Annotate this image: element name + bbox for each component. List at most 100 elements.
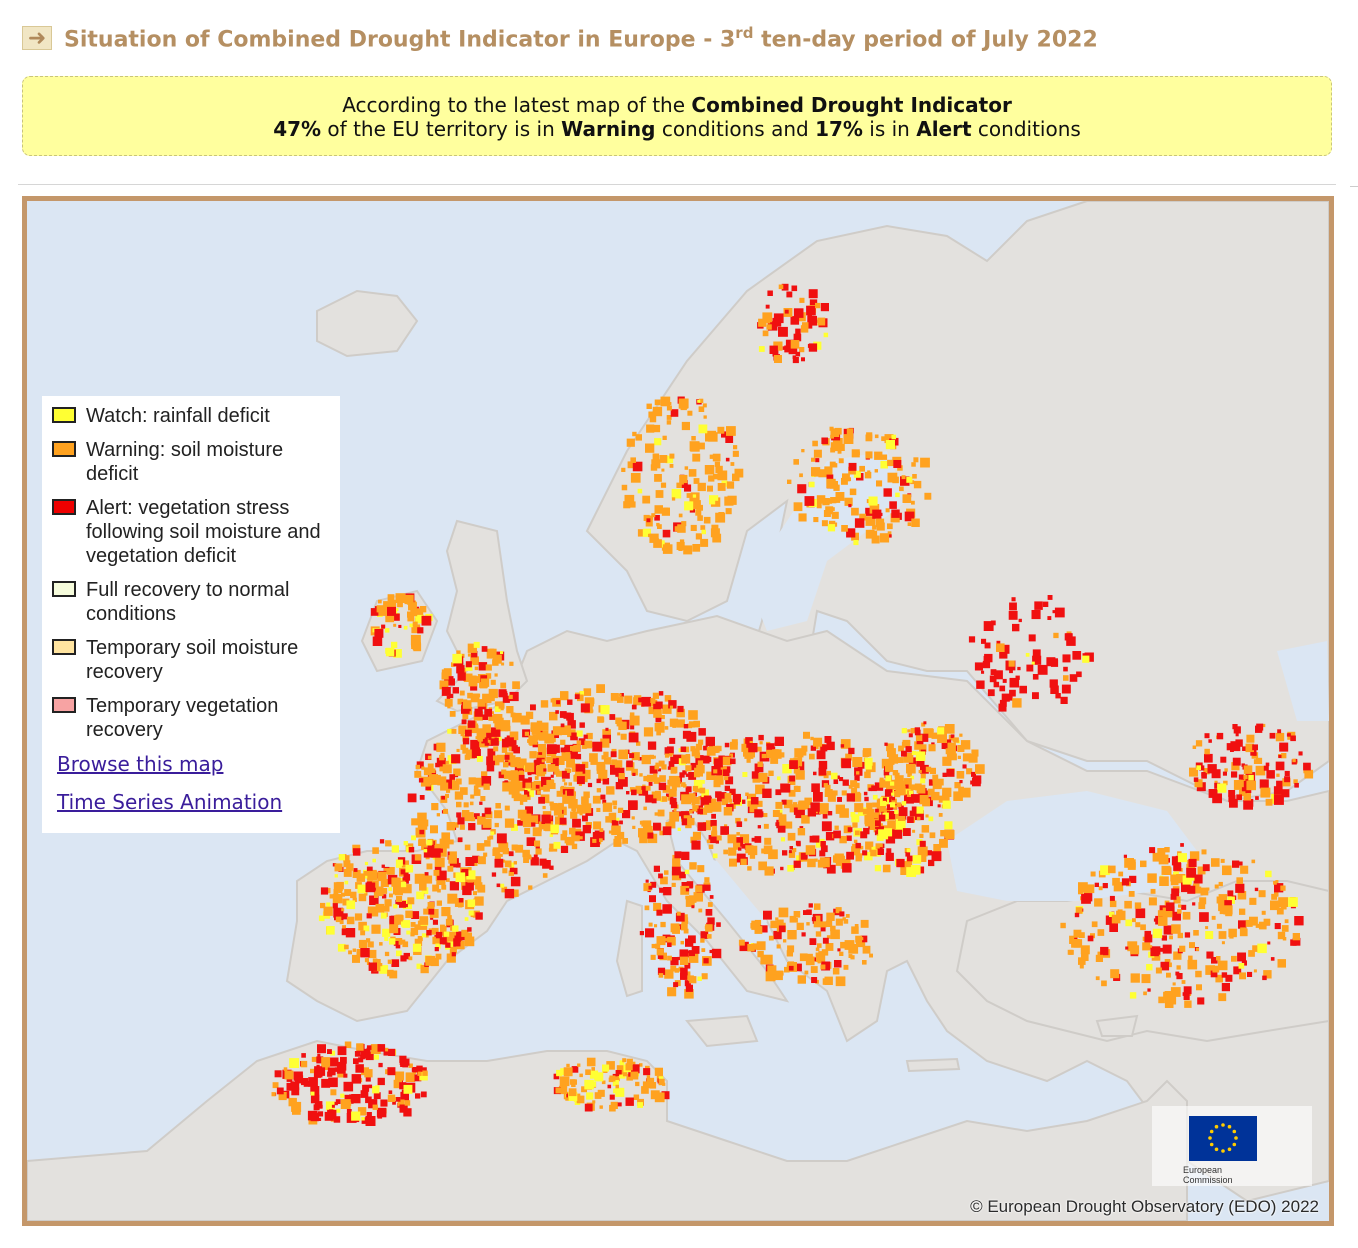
drought-cell xyxy=(661,1091,670,1100)
drought-cell xyxy=(906,867,917,877)
drought-cell xyxy=(549,865,554,870)
drought-cell xyxy=(617,831,625,840)
europe-map-canvas[interactable] xyxy=(27,201,1329,1221)
drought-cell xyxy=(1294,916,1304,926)
drought-cell xyxy=(396,895,403,902)
drought-cell xyxy=(452,687,459,694)
drought-cell xyxy=(758,346,765,352)
drought-cell xyxy=(908,733,913,738)
drought-cell xyxy=(382,928,391,937)
drought-cell xyxy=(1243,793,1251,801)
drought-cell xyxy=(841,525,848,532)
browse-map-link[interactable]: Browse this map xyxy=(57,752,224,776)
drought-cell xyxy=(946,768,955,777)
drought-cell xyxy=(524,788,534,798)
drought-cell xyxy=(706,839,711,843)
drought-cell xyxy=(562,794,572,804)
drought-cell xyxy=(400,869,406,875)
drought-cell xyxy=(473,789,481,796)
drought-cell xyxy=(461,719,467,725)
drought-cell xyxy=(864,819,872,827)
drought-cell xyxy=(695,743,703,751)
drought-cell xyxy=(649,533,659,543)
drought-cell xyxy=(883,488,892,497)
drought-cell xyxy=(776,944,781,949)
drought-cell xyxy=(568,782,572,786)
drought-cell xyxy=(888,754,899,764)
drought-cell xyxy=(653,709,662,718)
warning-label: Warning xyxy=(561,117,656,141)
drought-cell xyxy=(645,794,654,803)
drought-cell xyxy=(1181,904,1187,910)
drought-cell xyxy=(1090,871,1096,877)
drought-cell xyxy=(1111,914,1121,924)
drought-cell xyxy=(875,845,880,850)
time-series-animation-link[interactable]: Time Series Animation xyxy=(57,790,283,814)
drought-cell xyxy=(1142,942,1151,951)
drought-cell xyxy=(713,758,723,768)
drought-map[interactable]: Watch: rainfall deficit Warning: soil mo… xyxy=(22,196,1334,1226)
drought-cell xyxy=(920,773,926,779)
drought-cell xyxy=(662,785,671,793)
drought-cell xyxy=(893,460,902,468)
drought-cell xyxy=(852,757,863,767)
drought-cell xyxy=(427,902,435,909)
drought-cell xyxy=(756,800,763,807)
drought-cell xyxy=(916,839,923,846)
right-arrow-icon: ➜ xyxy=(22,26,52,51)
drought-cell xyxy=(611,825,621,836)
drought-cell xyxy=(853,470,861,478)
drought-cell xyxy=(1152,946,1161,955)
drought-cell xyxy=(987,689,995,697)
drought-cell xyxy=(284,1070,294,1080)
drought-cell xyxy=(698,796,702,800)
drought-cell xyxy=(677,827,681,831)
drought-cell xyxy=(607,1084,612,1089)
drought-cell xyxy=(697,808,703,815)
drought-cell xyxy=(1186,867,1197,878)
drought-cell xyxy=(563,713,569,719)
drought-cell xyxy=(571,1066,579,1073)
drought-cell xyxy=(725,508,732,515)
drought-cell xyxy=(846,528,856,538)
drought-cell xyxy=(1159,876,1169,886)
drought-cell xyxy=(1189,851,1200,861)
drought-cell xyxy=(655,490,664,498)
drought-cell xyxy=(854,775,860,781)
drought-cell xyxy=(457,817,465,825)
drought-cell xyxy=(1151,952,1161,961)
drought-cell xyxy=(1193,930,1199,936)
drought-cell xyxy=(344,1085,350,1090)
drought-cell xyxy=(661,796,668,802)
drought-cell xyxy=(576,730,583,737)
drought-cell xyxy=(364,958,369,963)
drought-cell xyxy=(1221,941,1225,945)
drought-cell xyxy=(600,738,610,748)
drought-cell xyxy=(643,806,647,811)
drought-cell xyxy=(1224,768,1228,772)
drought-cell xyxy=(445,760,449,765)
drought-cell xyxy=(680,940,684,945)
logo-text-commission: Commission xyxy=(1183,1175,1233,1185)
drought-cell xyxy=(794,963,802,972)
drought-cell xyxy=(627,461,635,469)
drought-cell xyxy=(1192,902,1196,906)
drought-cell xyxy=(1109,923,1118,932)
drought-cell xyxy=(715,500,720,506)
black-sea xyxy=(947,791,1197,901)
drought-cell xyxy=(638,697,643,703)
drought-cell xyxy=(855,935,863,943)
drought-cell xyxy=(329,1057,339,1067)
drought-cell xyxy=(402,884,412,894)
drought-cell xyxy=(684,501,694,511)
drought-cell xyxy=(686,882,693,889)
drought-cell xyxy=(714,775,724,785)
drought-cell xyxy=(1160,961,1170,971)
drought-cell xyxy=(414,938,423,947)
drought-cell xyxy=(758,772,768,783)
drought-cell xyxy=(540,722,549,731)
drought-cell xyxy=(854,924,859,928)
drought-cell xyxy=(637,529,646,537)
drought-cell xyxy=(1177,932,1183,939)
drought-cell xyxy=(449,774,455,780)
